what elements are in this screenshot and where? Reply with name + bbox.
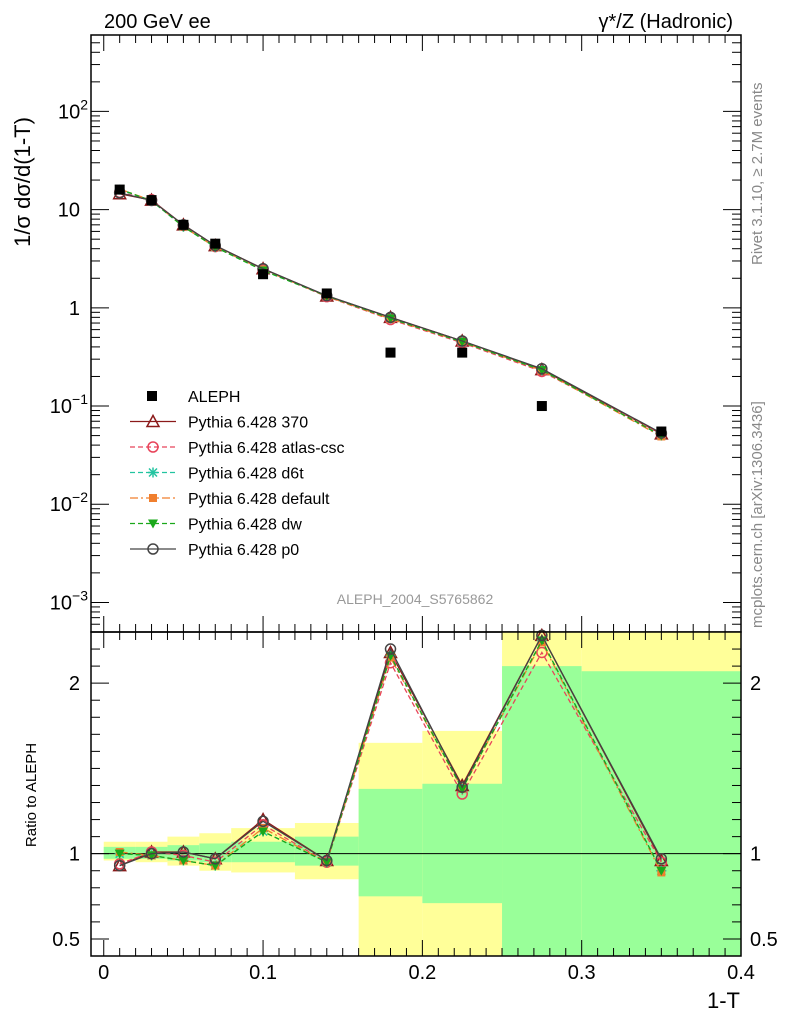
legend-label-1: Pythia 6.428 atlas-csc: [188, 440, 345, 457]
aleph-data-point: [178, 219, 189, 230]
main-series-line-1: [119, 191, 662, 435]
x-axis-label: 1-T: [707, 988, 740, 1013]
legend-label-3: Pythia 6.428 default: [188, 491, 330, 508]
main-series-line-5: [119, 192, 662, 434]
ratio-series-4-point: [656, 866, 667, 876]
aleph-data-point: [258, 269, 269, 280]
ratio-series-4-point: [321, 858, 332, 868]
aleph-data-point: [210, 238, 221, 249]
legend-label-5: Pythia 6.428 p0: [188, 542, 299, 559]
rivet-label: Rivet 3.1.10, ≥ 2.7M events: [749, 83, 766, 266]
x-tick-label: 0.2: [408, 962, 436, 984]
ratio-band-green-8: [502, 666, 582, 956]
ratio-band-green-4: [231, 841, 295, 863]
main-series-5-point: [536, 362, 548, 375]
x-tick-label: 0.1: [249, 962, 277, 984]
main-panel: 102 10 1 10−1 10−2 10−3 1/σ dσ/d(1-T) ALEPH_2…: [10, 34, 742, 633]
ratio-series-5-point: [113, 859, 126, 872]
main-series-5-point: [384, 311, 397, 324]
main-ytick-label: 102: [58, 96, 88, 123]
ratio-frame: [90, 631, 742, 957]
header-right: γ*/Z (Hadronic): [599, 11, 733, 33]
legend-marker-5: [147, 543, 159, 555]
ratio-ytick-label-right: 1: [750, 844, 761, 866]
x-tick-label: 0.4: [727, 962, 755, 984]
ratio-series-5-point: [257, 815, 269, 828]
x-tick-label: 0.3: [568, 962, 596, 984]
ratio-series-5-point: [456, 781, 468, 793]
ratio-band-green-7: [422, 783, 503, 904]
ratio-series-5-point: [321, 854, 333, 867]
legend-marker-aleph: [147, 391, 157, 401]
aleph-data-point: [385, 347, 396, 358]
ratio-ytick-label-right: 2: [750, 673, 761, 695]
legend-marker-3: [149, 494, 157, 502]
ratio-ytick-label-left: 1: [69, 844, 80, 866]
ratio-series-0-point: [654, 852, 669, 867]
legend-marker-0: [145, 413, 161, 428]
ratio-series-5-point: [536, 629, 548, 642]
ratio-series-5-point: [177, 846, 190, 858]
main-ytick-label: 10−3: [50, 587, 88, 614]
legend-marker-2-d2: [148, 467, 158, 478]
ratio-ytick-label-left: 2: [69, 673, 80, 695]
aleph-data-point: [321, 288, 332, 299]
main-ytick-label: 10−2: [50, 489, 88, 516]
ratio-series-5-point: [655, 853, 668, 865]
aleph-data-point: [457, 347, 468, 358]
aleph-data-point: [656, 426, 667, 437]
ratio-band-green-9: [581, 671, 741, 956]
ratio-series-5-point: [209, 853, 222, 865]
ratio-panel: 0.5 0.51 12 2 0 0.1 0.2 0.3 0.4 Ratio to ALEPH …: [23, 627, 778, 1013]
main-series-line-4: [119, 188, 662, 437]
ratio-series-line-5: [119, 634, 662, 867]
mcplots-label: mcplots.cern.ch [arXiv:1306.3436]: [749, 401, 766, 628]
main-ytick-label: 10: [58, 200, 80, 222]
main-series-5-point: [456, 335, 468, 347]
ratio-ytick-label-right: 0.5: [750, 929, 778, 951]
ratio-series-4-point: [114, 849, 125, 859]
x-tick-label: 0: [98, 962, 109, 984]
ratio-ylabel: Ratio to ALEPH: [23, 743, 40, 847]
main-ytick-label: 10−1: [50, 391, 88, 418]
main-ylabel: 1/σ dσ/d(1-T): [10, 117, 35, 247]
analysis-label: ALEPH_2004_S5765862: [337, 591, 494, 607]
legend-marker-1: [147, 441, 159, 453]
ratio-band-green-6: [358, 788, 423, 897]
ratio-series-4-point: [457, 784, 468, 794]
ratio-series-4-point: [178, 856, 189, 866]
ratio-series-line-4: [119, 639, 662, 872]
aleph-data-point: [114, 184, 125, 195]
aleph-data-point: [536, 401, 547, 412]
header-left: 200 GeV ee: [104, 11, 211, 33]
legend-marker-2: [148, 467, 158, 478]
ratio-series-5-point: [145, 847, 158, 860]
legend-label-4: Pythia 6.428 dw: [188, 517, 302, 534]
legend-label-aleph: ALEPH: [188, 389, 240, 406]
ratio-ytick-label-left: 0.5: [52, 929, 80, 951]
legend-marker-4: [148, 519, 158, 529]
ratio-series-5-point: [384, 643, 397, 655]
legend-label-0: Pythia 6.428 370: [188, 415, 308, 432]
main-ytick-label: 1: [69, 298, 80, 320]
legend: ALEPH Pythia 6.428 370 Pythia 6.428 atlas-…: [130, 389, 345, 559]
ratio-series-line-1: [119, 651, 662, 865]
aleph-data-point: [146, 195, 157, 206]
ratio-series-4-point: [258, 827, 269, 837]
legend-label-2: Pythia 6.428 d6t: [188, 466, 304, 483]
